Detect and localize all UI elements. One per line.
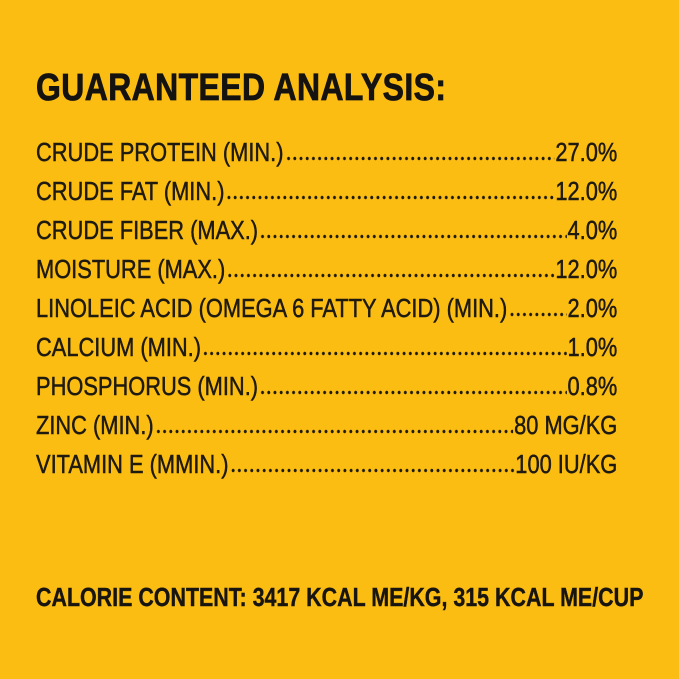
analysis-row: CALCIUM (MIN.) 1.0% [36,328,618,367]
calorie-content-line: CALORIE CONTENT: 3417 KCAL ME/KG, 315 KC… [36,584,644,612]
nutrient-label: CALCIUM (MIN.) [36,332,202,363]
nutrient-value: 0.8% [567,371,618,402]
nutrient-label: ZINC (MIN.) [36,410,154,441]
analysis-row: ZINC (MIN.) 80 MG/KG [36,406,618,445]
nutrient-value: 80 MG/KG [514,410,618,441]
dot-leader [259,390,567,395]
nutrient-label: VITAMIN E (MMIN.) [36,449,229,480]
dot-leader [155,429,514,434]
nutrient-value: 4.0% [567,215,618,246]
analysis-row: CRUDE FIBER (MAX.) 4.0% [36,211,618,250]
nutrient-value: 27.0% [555,137,618,168]
nutrient-label: CRUDE FAT (MIN.) [36,176,225,207]
dot-leader [285,156,555,161]
nutrient-label: MOISTURE (MAX.) [36,254,226,285]
section-title: GUARANTEED ANALYSIS: [36,67,447,109]
nutrient-value: 12.0% [555,176,618,207]
analysis-row: CRUDE PROTEIN (MIN.) 27.0% [36,133,618,172]
analysis-row: LINOLEIC ACID (OMEGA 6 FATTY ACID) (MIN.… [36,289,618,328]
dot-leader [226,273,555,278]
dot-leader [202,351,567,356]
nutrient-value: 2.0% [567,293,618,324]
nutrient-label: LINOLEIC ACID (OMEGA 6 FATTY ACID) (MIN.… [36,293,508,324]
nutrient-value: 1.0% [567,332,618,363]
analysis-table: CRUDE PROTEIN (MIN.) 27.0% CRUDE FAT (MIN.… [36,133,618,484]
dot-leader [226,195,555,200]
analysis-row: VITAMIN E (MMIN.) 100 IU/KG [36,445,618,484]
nutrient-label: CRUDE PROTEIN (MIN.) [36,137,284,168]
dot-leader [259,234,567,239]
analysis-row: PHOSPHORUS (MIN.) 0.8% [36,367,618,406]
nutrient-label: CRUDE FIBER (MAX.) [36,215,259,246]
dot-leader [508,312,567,317]
nutrient-value: 100 IU/KG [515,449,618,480]
nutrient-value: 12.0% [555,254,618,285]
analysis-row: MOISTURE (MAX.) 12.0% [36,250,618,289]
analysis-row: CRUDE FAT (MIN.) 12.0% [36,172,618,211]
dot-leader [230,468,515,473]
nutrient-label: PHOSPHORUS (MIN.) [36,371,259,402]
